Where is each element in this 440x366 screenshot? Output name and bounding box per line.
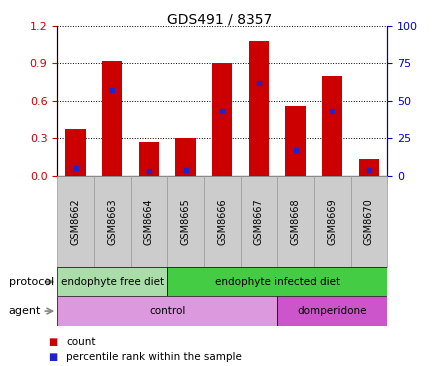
Text: count: count — [66, 337, 95, 347]
Bar — [212, 63, 232, 176]
Bar — [167, 176, 204, 267]
Text: endophyte free diet: endophyte free diet — [61, 277, 164, 287]
Text: GSM8670: GSM8670 — [364, 198, 374, 245]
Text: GSM8663: GSM8663 — [107, 198, 117, 245]
Bar — [322, 76, 342, 176]
Text: ■: ■ — [48, 352, 58, 362]
Bar — [139, 142, 159, 176]
Text: GSM8664: GSM8664 — [144, 198, 154, 245]
Text: control: control — [149, 306, 185, 316]
Bar — [351, 176, 387, 267]
Bar — [57, 176, 94, 267]
Bar — [286, 106, 306, 176]
Text: GDS491 / 8357: GDS491 / 8357 — [167, 13, 273, 27]
Bar — [314, 176, 351, 267]
Bar — [94, 176, 131, 267]
Bar — [359, 160, 379, 176]
Text: domperidone: domperidone — [297, 306, 367, 316]
Bar — [204, 176, 241, 267]
Bar — [167, 267, 387, 296]
Bar — [57, 267, 167, 296]
Text: GSM8667: GSM8667 — [254, 198, 264, 245]
Bar — [277, 296, 387, 326]
Text: endophyte infected diet: endophyte infected diet — [215, 277, 340, 287]
Text: agent: agent — [9, 306, 41, 316]
Bar — [241, 176, 277, 267]
Text: ■: ■ — [48, 337, 58, 347]
Text: GSM8666: GSM8666 — [217, 198, 227, 245]
Text: GSM8665: GSM8665 — [180, 198, 191, 245]
Bar — [66, 130, 86, 176]
Text: percentile rank within the sample: percentile rank within the sample — [66, 352, 242, 362]
Bar — [249, 41, 269, 176]
Text: GSM8662: GSM8662 — [70, 198, 81, 245]
Bar — [102, 61, 122, 176]
Text: GSM8668: GSM8668 — [290, 198, 301, 245]
Bar — [57, 296, 277, 326]
Bar — [277, 176, 314, 267]
Bar — [176, 138, 196, 176]
Text: protocol: protocol — [9, 277, 54, 287]
Text: GSM8669: GSM8669 — [327, 198, 337, 245]
Bar — [131, 176, 167, 267]
